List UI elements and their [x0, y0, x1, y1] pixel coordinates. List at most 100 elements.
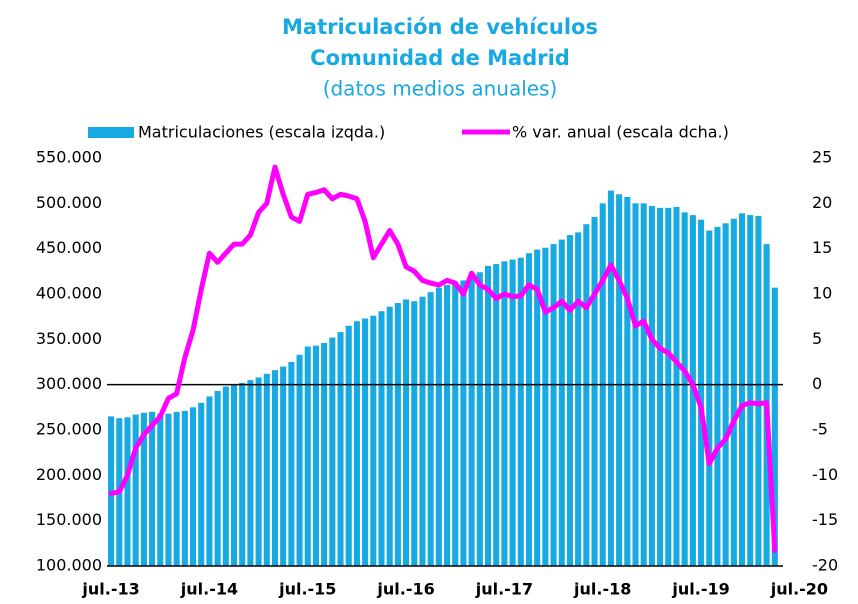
bar	[337, 332, 344, 566]
x-tick-label: jul.-13	[81, 580, 139, 599]
bar	[747, 215, 754, 566]
bar	[460, 280, 467, 566]
bar	[509, 259, 516, 566]
bar	[534, 249, 541, 566]
bar	[190, 407, 197, 566]
bar	[304, 346, 311, 566]
bar	[616, 194, 623, 566]
bar	[411, 301, 418, 566]
y2-tick-label: 0	[812, 374, 822, 393]
legend-label: Matriculaciones (escala izqda.)	[138, 123, 385, 142]
bar	[288, 362, 295, 566]
y2-tick-label: 15	[812, 238, 832, 257]
bar	[591, 216, 598, 566]
chart-title: Matriculación de vehículos	[282, 15, 598, 39]
y-tick-label: 350.000	[36, 329, 102, 348]
y-tick-label: 300.000	[36, 374, 102, 393]
y-tick-label: 550.000	[36, 148, 102, 167]
x-tick-label: jul.-20	[770, 580, 828, 599]
bar	[427, 292, 434, 566]
y-tick-label: 200.000	[36, 465, 102, 484]
bar	[665, 207, 672, 566]
bar	[239, 382, 246, 566]
bar	[419, 296, 426, 566]
bar	[673, 206, 680, 566]
bar	[452, 284, 459, 566]
bar	[444, 284, 451, 566]
bar	[230, 384, 238, 566]
bar	[771, 287, 778, 566]
bar	[157, 413, 164, 566]
bar	[378, 311, 385, 566]
y-tick-label: 100.000	[36, 556, 102, 575]
bar	[484, 265, 492, 566]
y2-tick-label: -20	[812, 556, 838, 575]
x-tick-label: jul.-15	[278, 580, 336, 599]
bar	[140, 412, 147, 566]
bar	[386, 306, 393, 566]
y2-tick-label: 10	[812, 284, 832, 303]
bar	[648, 206, 655, 566]
bar	[542, 247, 549, 566]
bar	[247, 380, 254, 566]
bar	[149, 411, 156, 566]
bar	[132, 414, 139, 566]
bar	[706, 230, 713, 567]
bar	[394, 303, 401, 566]
bar	[566, 235, 573, 567]
y-tick-label: 400.000	[36, 284, 102, 303]
bar	[206, 396, 213, 566]
bar	[575, 232, 582, 566]
bar	[296, 354, 303, 566]
bar	[738, 213, 746, 566]
x-tick-label: jul.-19	[671, 580, 729, 599]
legend-label: % var. anual (escala dcha.)	[512, 123, 729, 142]
bar	[165, 413, 172, 566]
bar	[329, 337, 336, 566]
chart-subtitle: Comunidad de Madrid	[310, 46, 570, 70]
bar	[362, 318, 369, 566]
bar	[525, 253, 533, 566]
y2-tick-label: -15	[812, 510, 838, 529]
bar	[583, 224, 590, 567]
x-tick-label: jul.-18	[573, 580, 631, 599]
y-tick-label: 150.000	[36, 510, 102, 529]
bar	[493, 264, 500, 566]
bar	[271, 370, 279, 566]
line	[108, 164, 778, 554]
bar	[558, 239, 565, 566]
bar	[476, 272, 483, 566]
bar	[124, 417, 131, 566]
bar	[501, 261, 508, 566]
bar	[403, 299, 410, 566]
bar	[263, 373, 270, 566]
bar	[353, 321, 360, 566]
bar	[607, 190, 614, 566]
y-tick-label: 250.000	[36, 420, 102, 439]
bar	[345, 325, 352, 566]
bar	[730, 218, 737, 566]
bar	[312, 345, 319, 566]
y2-tick-label: 25	[812, 148, 832, 167]
bar	[468, 275, 475, 566]
bar	[435, 287, 442, 566]
bar	[657, 207, 664, 566]
bar	[624, 196, 631, 566]
legend-swatch	[88, 127, 134, 138]
y2-tick-label: -10	[812, 465, 838, 484]
bar	[370, 315, 377, 566]
bar	[550, 244, 557, 566]
bar	[755, 216, 762, 566]
bar	[214, 391, 221, 566]
bar	[722, 223, 729, 566]
y2-tick-label: 5	[812, 329, 822, 348]
y-tick-label: 500.000	[36, 193, 102, 212]
bar	[222, 386, 229, 566]
y2-tick-label: -5	[812, 420, 828, 439]
y-tick-label: 450.000	[36, 238, 102, 257]
bar	[198, 402, 205, 566]
chart-note: (datos medios anuales)	[323, 77, 558, 101]
y2-tick-label: 20	[812, 193, 832, 212]
x-tick-label: jul.-16	[376, 580, 434, 599]
bar	[698, 219, 705, 567]
